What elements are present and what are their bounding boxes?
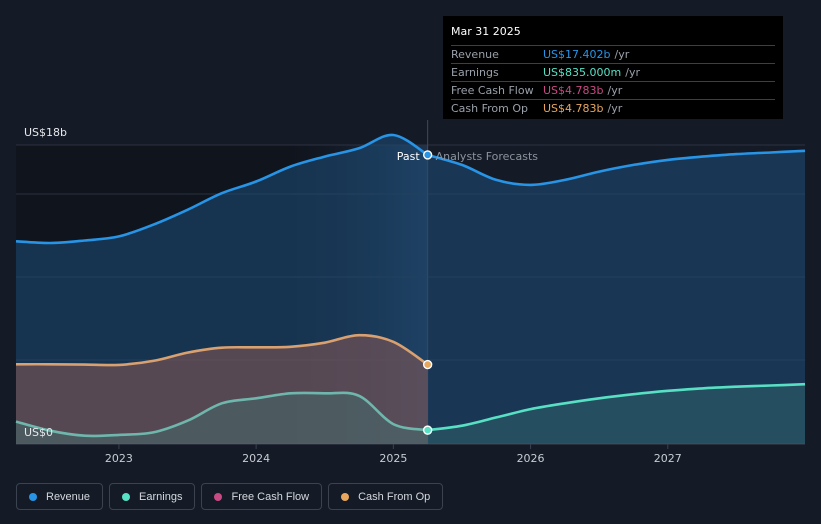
legend-item-earnings[interactable]: Earnings (109, 483, 196, 510)
tooltip-unit: /yr (607, 102, 623, 115)
earnings-area (16, 384, 805, 444)
tooltip-value: US$4.783b (543, 102, 604, 115)
tooltip: Mar 31 2025 Revenue US$17.402b /yr Earni… (443, 16, 783, 119)
legend-item-cash-from-op[interactable]: Cash From Op (328, 483, 444, 510)
legend: Revenue Earnings Free Cash Flow Cash Fro… (16, 483, 444, 510)
tooltip-date: Mar 31 2025 (451, 25, 521, 38)
tooltip-value: US$835.000m (543, 66, 622, 79)
revenue-highlight-point (422, 150, 433, 160)
x-tick-label: 2024 (242, 452, 270, 465)
x-tick-label: 2026 (517, 452, 545, 465)
y-axis-top-label: US$18b (24, 126, 67, 139)
tooltip-value: US$4.783b (543, 84, 604, 97)
forecast-label: Analysts Forecasts (436, 150, 539, 163)
tooltip-unit: /yr (625, 66, 640, 79)
earnings-highlight-point (422, 425, 433, 435)
legend-label: Earnings (139, 490, 183, 503)
tooltip-row-revenue: Revenue US$17.402b /yr (451, 45, 775, 63)
y-axis-bottom-label: US$0 (24, 426, 53, 439)
tooltip-label: Revenue (451, 48, 499, 61)
tooltip-value: US$17.402b (543, 48, 611, 61)
past-label: Past (397, 150, 421, 163)
revenue-line-forecast (427, 149, 806, 187)
x-tick-label: 2025 (379, 452, 407, 465)
tooltip-label: Cash From Op (451, 102, 529, 115)
earnings-line-forecast (427, 382, 806, 432)
legend-dot-icon (122, 492, 131, 501)
legend-dot-icon (214, 492, 223, 501)
tooltip-unit: /yr (607, 84, 623, 97)
legend-label: Revenue (46, 490, 91, 503)
legend-label: Cash From Op (358, 490, 431, 503)
legend-dot-icon (29, 492, 37, 501)
cash-from-op-highlight-point (422, 359, 433, 370)
earnings-line-past (15, 391, 428, 438)
tooltip-row-cash-from-op: Cash From Op US$4.783b /yr (451, 99, 775, 117)
tooltip-label: Earnings (451, 66, 499, 79)
cash-from-op-line-past (15, 333, 429, 367)
tooltip-unit: /yr (614, 48, 630, 61)
tooltip-row-free-cash-flow: Free Cash Flow US$4.783b /yr (451, 81, 775, 99)
legend-label: Free Cash Flow (231, 490, 310, 503)
legend-item-revenue[interactable]: Revenue (16, 483, 104, 510)
x-tick-label: 2027 (654, 452, 682, 465)
revenue-line-past (15, 133, 429, 245)
legend-dot-icon (341, 492, 350, 501)
tooltip-row-earnings: Earnings US$835.000m /yr (451, 63, 775, 81)
cash-from-op-area (16, 335, 428, 444)
legend-item-free-cash-flow[interactable]: Free Cash Flow (201, 483, 323, 510)
x-tick-label: 2023 (105, 452, 133, 465)
tooltip-label: Free Cash Flow (451, 84, 534, 97)
